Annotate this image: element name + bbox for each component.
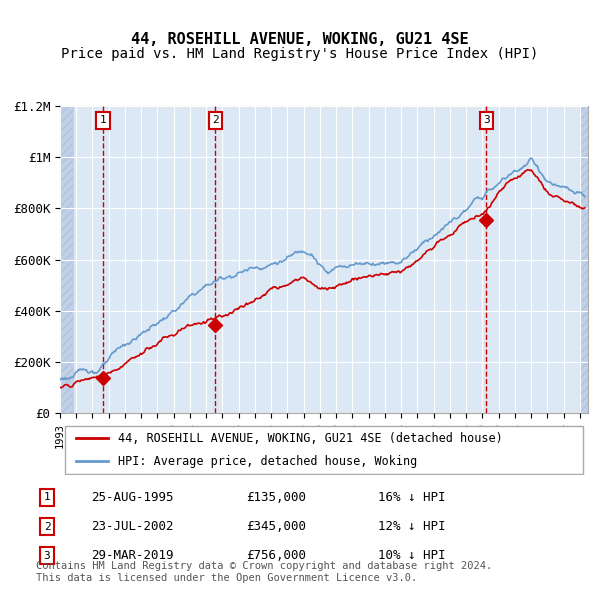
Text: £345,000: £345,000 [246,520,306,533]
Text: 12% ↓ HPI: 12% ↓ HPI [378,520,446,533]
Text: £756,000: £756,000 [246,549,306,562]
Text: 44, ROSEHILL AVENUE, WOKING, GU21 4SE (detached house): 44, ROSEHILL AVENUE, WOKING, GU21 4SE (d… [118,432,503,445]
Bar [580,106,588,413]
Text: Contains HM Land Registry data © Crown copyright and database right 2024.
This d: Contains HM Land Registry data © Crown c… [36,561,492,583]
Text: Price paid vs. HM Land Registry's House Price Index (HPI): Price paid vs. HM Land Registry's House … [61,47,539,61]
Text: 1: 1 [100,115,106,125]
Text: 29-MAR-2019: 29-MAR-2019 [91,549,174,562]
Bar [580,106,588,413]
Text: 16% ↓ HPI: 16% ↓ HPI [378,491,446,504]
Bar [60,106,73,413]
Bar [60,106,73,413]
Text: 1: 1 [44,493,50,502]
Text: 10% ↓ HPI: 10% ↓ HPI [378,549,446,562]
Text: 3: 3 [483,115,490,125]
Text: 23-JUL-2002: 23-JUL-2002 [91,520,174,533]
Text: £135,000: £135,000 [246,491,306,504]
Text: 3: 3 [44,551,50,560]
Text: HPI: Average price, detached house, Woking: HPI: Average price, detached house, Woki… [118,455,418,468]
Text: 44, ROSEHILL AVENUE, WOKING, GU21 4SE: 44, ROSEHILL AVENUE, WOKING, GU21 4SE [131,32,469,47]
Text: 25-AUG-1995: 25-AUG-1995 [91,491,174,504]
Text: 2: 2 [212,115,218,125]
FancyBboxPatch shape [65,426,583,474]
Text: 2: 2 [44,522,50,532]
